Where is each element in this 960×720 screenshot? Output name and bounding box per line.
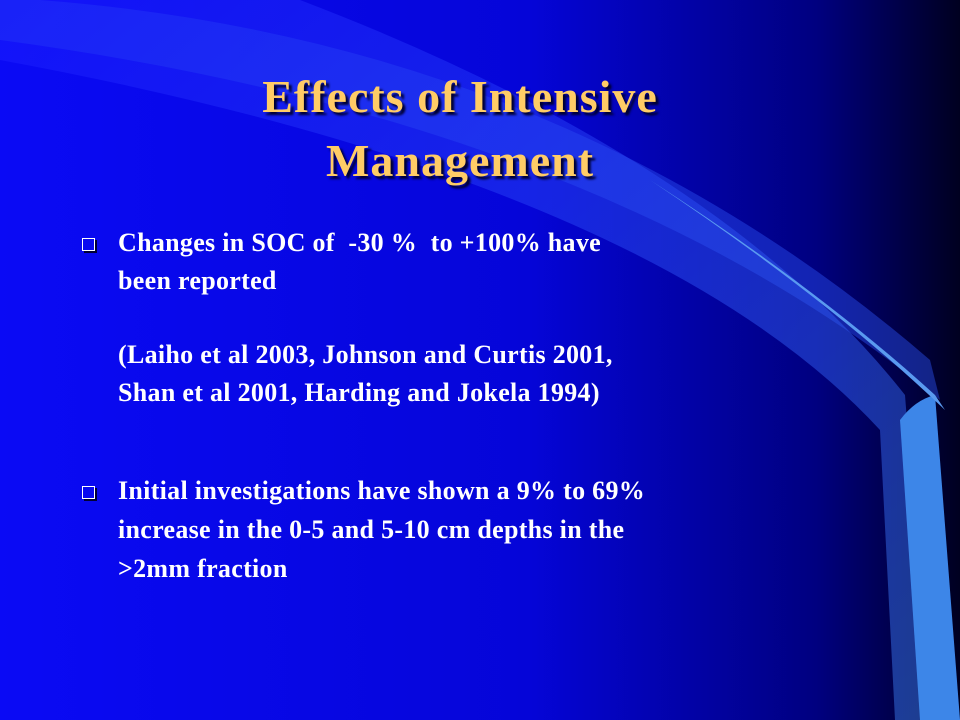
body-text: (Laiho et al 2003, Johnson and Curtis 20… bbox=[118, 340, 613, 369]
slide-title: Effects of Intensive bbox=[262, 71, 658, 122]
body-text: Shan et al 2001, Harding and Jokela 1994… bbox=[118, 378, 600, 407]
body-text: Initial investigations have shown a 9% t… bbox=[118, 476, 646, 505]
body-text: Changes in SOC of -30 % to +100% have bbox=[118, 228, 601, 257]
bullet-icon bbox=[82, 238, 95, 251]
body-text: >2mm fraction bbox=[118, 554, 288, 583]
bullet-icon bbox=[82, 486, 95, 499]
body-text: been reported bbox=[118, 266, 277, 295]
body-text: increase in the 0-5 and 5-10 cm depths i… bbox=[118, 515, 625, 544]
slide-title: Management bbox=[325, 135, 595, 186]
